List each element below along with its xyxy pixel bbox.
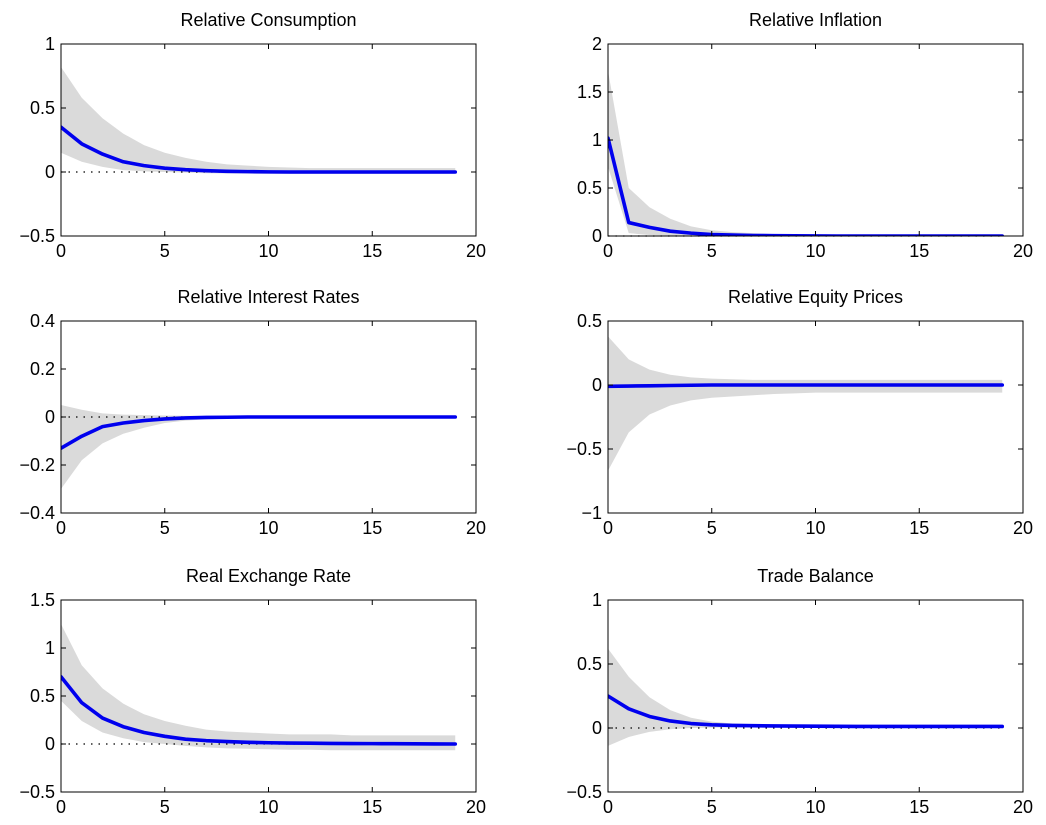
x-tick-label: 15 — [362, 518, 382, 538]
x-tick-label: 5 — [160, 518, 170, 538]
panel-title: Real Exchange Rate — [186, 566, 351, 586]
panel-title: Relative Equity Prices — [728, 287, 903, 307]
x-tick-label: 10 — [805, 518, 825, 538]
y-tick-label: 0.5 — [30, 686, 55, 706]
y-tick-label: 1 — [45, 34, 55, 54]
x-tick-label: 20 — [1013, 518, 1033, 538]
x-tick-label: 5 — [160, 797, 170, 817]
impulse-response-line — [608, 383, 1005, 389]
x-tick-label: 10 — [805, 797, 825, 817]
y-tick-label: 0.5 — [577, 654, 602, 674]
x-tick-label: 5 — [707, 241, 717, 261]
x-tick-label: 20 — [466, 241, 486, 261]
y-tick-label: −0.2 — [19, 455, 55, 475]
confidence-band — [61, 405, 456, 489]
impulse-response-line — [61, 125, 458, 174]
axes-box — [607, 320, 1024, 514]
x-tick-label: 20 — [466, 518, 486, 538]
impulse-response-line — [608, 694, 1005, 729]
x-tick-label: 0 — [603, 241, 613, 261]
y-tick-label: −0.5 — [19, 226, 55, 246]
panel-4: 0 5 10 15 20 −1 −0.5 0 0.5 Relative Equity Prices — [566, 287, 1033, 538]
x-tick-label: 10 — [258, 797, 278, 817]
y-tick-label: 0 — [592, 226, 602, 246]
x-tick-label: 0 — [56, 518, 66, 538]
y-tick-label: 0 — [45, 162, 55, 182]
confidence-band — [61, 67, 456, 174]
confidence-band — [608, 648, 1003, 746]
y-tick-label: −0.5 — [566, 782, 602, 802]
x-tick-label: 10 — [258, 518, 278, 538]
confidence-band — [608, 70, 1003, 236]
x-tick-label: 10 — [805, 241, 825, 261]
y-tick-label: 0.4 — [30, 311, 55, 331]
x-tick-label: 15 — [909, 241, 929, 261]
y-tick-label: 1 — [45, 638, 55, 658]
y-tick-label: 0.5 — [30, 98, 55, 118]
panel-title: Relative Consumption — [180, 10, 356, 30]
panel-title: Relative Interest Rates — [177, 287, 359, 307]
axes-box — [607, 43, 1024, 237]
x-tick-label: 0 — [56, 797, 66, 817]
impulse-response-line — [61, 674, 458, 746]
y-tick-label: 1.5 — [30, 590, 55, 610]
x-tick-label: 5 — [160, 241, 170, 261]
x-tick-label: 20 — [1013, 797, 1033, 817]
y-tick-label: −0.4 — [19, 503, 55, 523]
y-tick-label: 0.5 — [577, 178, 602, 198]
y-tick-label: 1 — [592, 590, 602, 610]
y-tick-label: 0 — [45, 407, 55, 427]
panel-title: Trade Balance — [757, 566, 873, 586]
y-tick-label: −0.5 — [19, 782, 55, 802]
y-tick-label: −1 — [581, 503, 602, 523]
x-tick-label: 15 — [362, 241, 382, 261]
y-tick-label: 0 — [592, 718, 602, 738]
axes-box — [607, 599, 1024, 793]
panel-2: 0 5 10 15 20 0 0.5 1 1.5 2 Relative Inflation — [577, 10, 1033, 261]
confidence-band — [608, 336, 1003, 471]
x-tick-label: 5 — [707, 797, 717, 817]
y-tick-label: 1.5 — [577, 82, 602, 102]
x-tick-label: 20 — [1013, 241, 1033, 261]
x-tick-label: 15 — [909, 797, 929, 817]
x-tick-label: 0 — [603, 518, 613, 538]
y-tick-label: 2 — [592, 34, 602, 54]
x-tick-label: 0 — [56, 241, 66, 261]
y-tick-label: −0.5 — [566, 439, 602, 459]
y-tick-label: 0 — [45, 734, 55, 754]
panel-3: 0 5 10 15 20 −0.4 −0.2 0 0.2 0.4 Relative Interest… — [19, 287, 486, 538]
x-tick-label: 15 — [909, 518, 929, 538]
axes-box — [60, 599, 477, 793]
y-tick-label: 1 — [592, 130, 602, 150]
x-tick-label: 20 — [466, 797, 486, 817]
x-tick-label: 10 — [258, 241, 278, 261]
impulse-response-line — [61, 415, 458, 451]
y-tick-label: 0 — [592, 375, 602, 395]
panel-title: Relative Inflation — [749, 10, 882, 30]
x-tick-label: 15 — [362, 797, 382, 817]
x-tick-label: 0 — [603, 797, 613, 817]
x-tick-label: 5 — [707, 518, 717, 538]
y-tick-label: 0.2 — [30, 359, 55, 379]
confidence-band — [61, 624, 456, 751]
y-tick-label: 0.5 — [577, 311, 602, 331]
